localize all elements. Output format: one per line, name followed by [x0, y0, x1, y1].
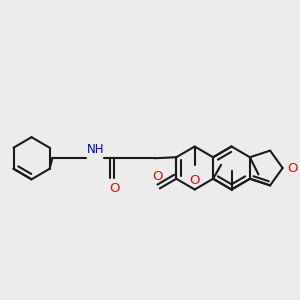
- Text: O: O: [109, 182, 120, 195]
- Text: O: O: [190, 173, 200, 187]
- Text: O: O: [288, 163, 298, 176]
- Text: O: O: [152, 170, 163, 183]
- Text: NH: NH: [87, 143, 105, 156]
